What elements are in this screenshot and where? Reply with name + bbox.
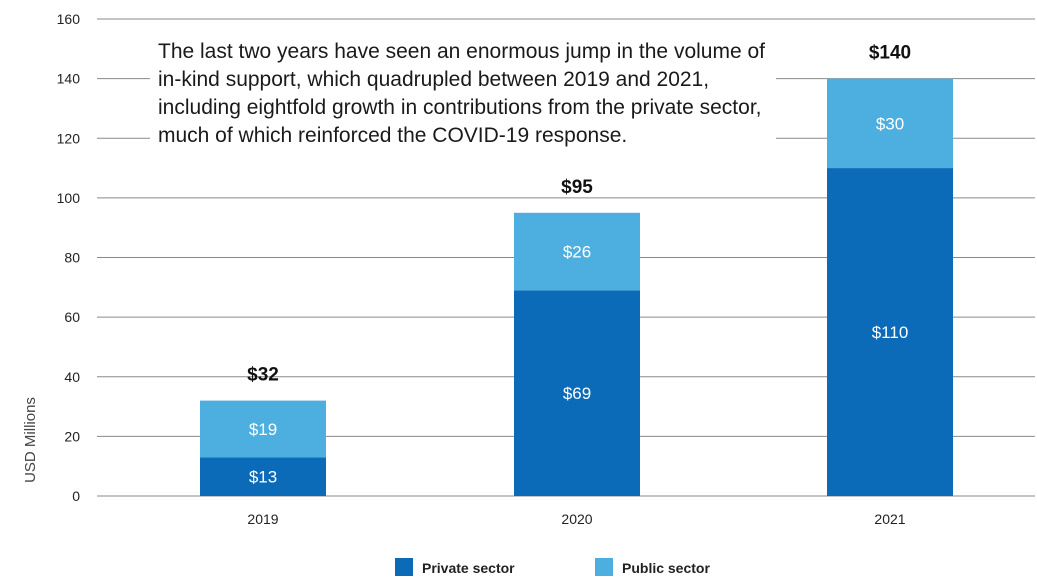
y-axis-ticks: 0 20 40 60 80 100 120 140 160 — [57, 11, 81, 504]
bar-private-sector-2020 — [514, 290, 640, 496]
y-tick-label-0: 0 — [72, 488, 80, 504]
bar-label-private-sector-2021: $110 — [872, 323, 909, 342]
y-tick-label-140: 140 — [57, 71, 81, 87]
bar-public-sector-2020 — [514, 212, 640, 291]
y-tick-label-100: 100 — [57, 190, 81, 206]
legend-swatch-private-sector — [395, 558, 413, 576]
bars — [200, 78, 953, 496]
y-tick-label-160: 160 — [57, 11, 81, 27]
x-tick-label-2021: 2021 — [874, 511, 905, 527]
legend-label-public-sector: Public sector — [622, 560, 710, 576]
bar-label-public-sector-2021: $30 — [876, 114, 904, 133]
x-tick-label-2020: 2020 — [561, 511, 592, 527]
bar-label-public-sector-2019: $19 — [249, 420, 277, 439]
y-tick-label-20: 20 — [64, 428, 80, 444]
y-tick-label-80: 80 — [64, 250, 80, 266]
bar-public-sector-2019 — [200, 400, 326, 458]
legend-label-private-sector: Private sector — [422, 560, 515, 576]
bar-label-private-sector-2019: $13 — [249, 468, 277, 487]
bar-label-private-sector-2020: $69 — [563, 384, 591, 403]
bar-label-public-sector-2020: $26 — [563, 243, 591, 262]
chart-annotation: The last two years have seen an enormous… — [150, 34, 776, 154]
x-axis-ticks: 2019 2020 2021 — [247, 511, 905, 527]
legend-swatch-public-sector — [595, 558, 613, 576]
legend: Private sector Public sector — [395, 558, 710, 576]
bar-public-sector-2021 — [827, 78, 953, 169]
y-tick-label-60: 60 — [64, 309, 80, 325]
y-axis-label: USD Millions — [22, 397, 39, 483]
data-labels: $13 $19 $32 $69 $26 $95 $110 $30 $140 — [247, 43, 911, 487]
bar-private-sector-2019 — [200, 457, 326, 496]
y-tick-label-40: 40 — [64, 369, 80, 385]
total-label-2019: $32 — [247, 365, 279, 386]
bar-private-sector-2021 — [827, 168, 953, 496]
total-label-2020: $95 — [561, 177, 593, 198]
y-tick-label-120: 120 — [57, 130, 81, 146]
total-label-2021: $140 — [869, 43, 911, 64]
x-tick-label-2019: 2019 — [247, 511, 278, 527]
